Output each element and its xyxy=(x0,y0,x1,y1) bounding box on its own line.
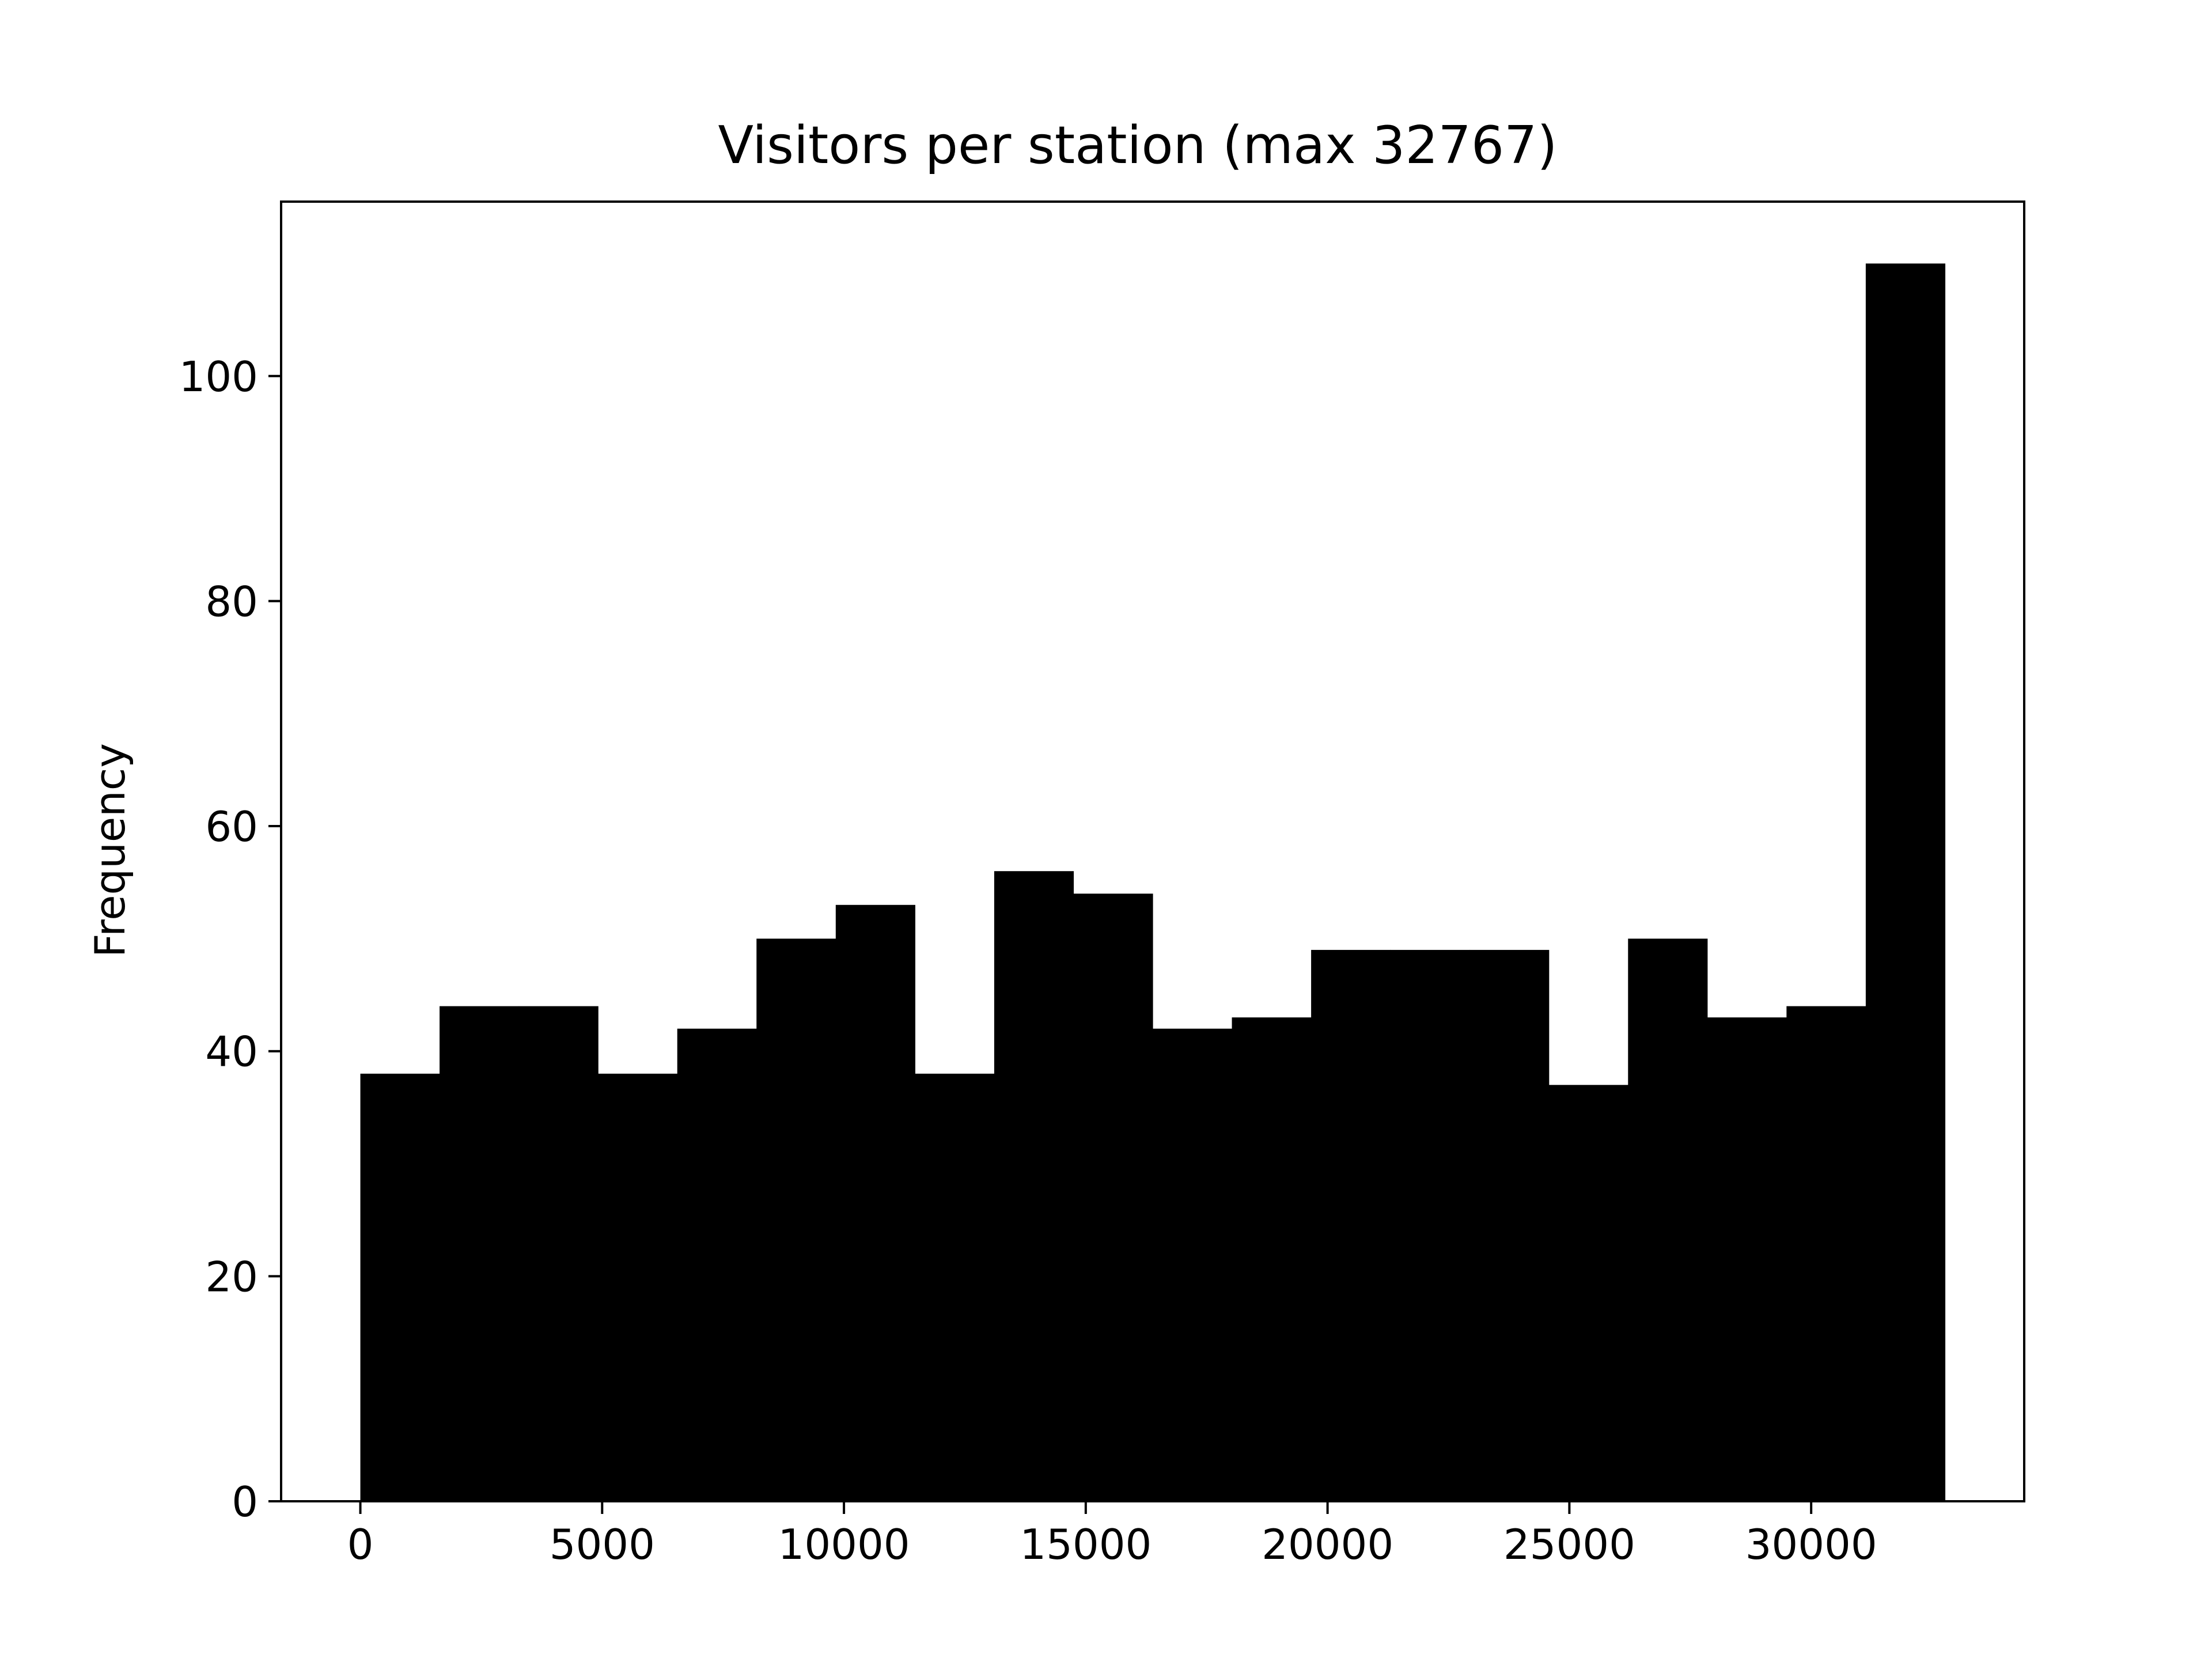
bars-group xyxy=(360,263,1946,1502)
histogram-bar-17 xyxy=(1628,938,1708,1501)
histogram-bar-10 xyxy=(1073,894,1153,1501)
histogram-bar-1 xyxy=(360,1073,440,1501)
y-tick-label: 100 xyxy=(179,353,258,401)
histogram-bar-14 xyxy=(1390,949,1470,1501)
histogram-bar-12 xyxy=(1232,1017,1312,1501)
histogram-bar-4 xyxy=(598,1073,678,1501)
histogram-bar-19 xyxy=(1786,1006,1866,1501)
x-axis: 0 5000 10000 15000 20000 25000 30000 xyxy=(347,1501,1877,1569)
histogram-bar-7 xyxy=(835,904,915,1501)
y-tick-label: 60 xyxy=(205,802,258,851)
y-tick-label: 0 xyxy=(232,1478,258,1526)
x-tick-label: 15000 xyxy=(1020,1520,1152,1569)
y-axis-label: Frequency xyxy=(86,743,134,957)
histogram-bar-16 xyxy=(1548,1085,1628,1501)
histogram-bar-15 xyxy=(1469,949,1550,1501)
histogram-bar-13 xyxy=(1311,949,1391,1501)
histogram-bar-20 xyxy=(1865,263,1946,1502)
histogram-bar-8 xyxy=(915,1073,995,1501)
y-axis: 0 20 40 60 80 100 xyxy=(179,353,281,1526)
x-tick-label: 25000 xyxy=(1503,1520,1635,1569)
x-tick-label: 20000 xyxy=(1262,1520,1393,1569)
y-tick-label: 20 xyxy=(205,1252,258,1301)
histogram-bar-2 xyxy=(440,1006,520,1501)
x-tick-label: 5000 xyxy=(550,1520,655,1569)
histogram-bar-18 xyxy=(1707,1017,1787,1501)
histogram-bar-5 xyxy=(677,1028,757,1501)
plot-frame xyxy=(280,200,2025,1502)
x-tick-label: 0 xyxy=(347,1520,374,1569)
histogram-bar-9 xyxy=(994,871,1074,1501)
histogram-bar-3 xyxy=(518,1006,599,1501)
chart-title: Visitors per station (max 32767) xyxy=(718,115,1557,176)
y-tick-label: 80 xyxy=(205,577,258,626)
x-tick-label: 30000 xyxy=(1745,1520,1877,1569)
histogram-bar-11 xyxy=(1153,1028,1233,1501)
histogram-bar-6 xyxy=(756,938,836,1501)
y-tick-label: 40 xyxy=(205,1028,258,1076)
x-tick-label: 10000 xyxy=(778,1520,910,1569)
